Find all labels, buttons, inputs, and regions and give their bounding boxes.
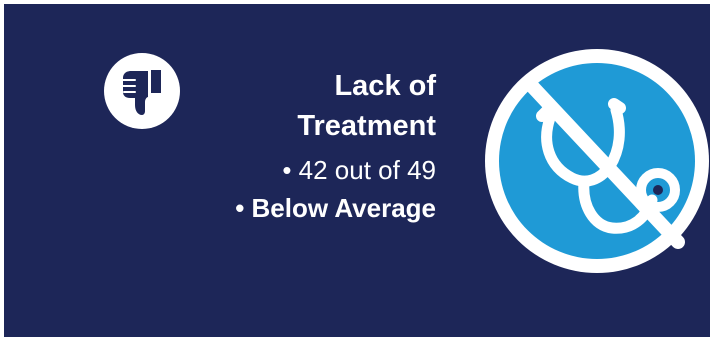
title-line-1: Lack of [334, 70, 436, 102]
rank-bullet: • 42 out of 49 [282, 155, 436, 185]
stethoscope-prohibited-icon [485, 49, 709, 273]
title-line-2: Treatment [297, 110, 436, 142]
lack-of-treatment-card: Lack of Treatment • 42 out of 49 • Below… [4, 4, 710, 337]
status-text: Lack of Treatment • 42 out of 49 • Below… [116, 66, 436, 227]
rating-bullet: • Below Average [235, 193, 436, 223]
thumbs-down-icon [104, 53, 180, 129]
